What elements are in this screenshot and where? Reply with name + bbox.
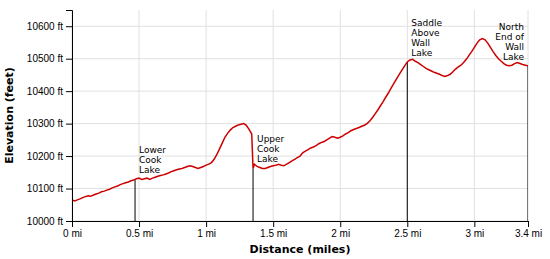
- tick-label: 3 mi: [465, 228, 484, 239]
- tick-label: 10100 ft: [27, 183, 63, 194]
- tick-mark: [66, 221, 72, 222]
- grid-line-x: [340, 10, 341, 221]
- axis-domain: [66, 11, 73, 222]
- tick-label: 10300 ft: [27, 118, 63, 129]
- annotation-label: LowerCookLake: [139, 145, 166, 175]
- tick: 3.4 mi: [515, 221, 542, 239]
- tick-label: 0.5 mi: [126, 228, 153, 239]
- annotation-label-line: Cook: [257, 144, 280, 154]
- tick-label: 10400 ft: [27, 86, 63, 97]
- plot-area: [72, 39, 528, 221]
- tick: 10000 ft: [27, 216, 72, 227]
- annotation-label: UpperCookLake: [257, 134, 285, 164]
- tick-mark: [407, 221, 408, 227]
- tick-mark: [206, 221, 207, 227]
- annotation-label-line: End of: [495, 32, 524, 42]
- annotation-label: NorthEnd ofWallLake: [495, 22, 524, 62]
- tick-label: 2.5 mi: [394, 228, 421, 239]
- tick: 1 mi: [197, 221, 216, 239]
- grid-line-x: [139, 10, 140, 221]
- grid-line-x: [474, 10, 475, 221]
- annotation-label-line: Above: [411, 28, 440, 38]
- tick-mark: [139, 221, 140, 227]
- tick-mark: [66, 26, 72, 27]
- tick: 10100 ft: [27, 183, 72, 194]
- y-axis-title: Elevation (feet): [3, 67, 16, 164]
- tick: 0 mi: [63, 221, 82, 239]
- grid-line-y: [72, 91, 528, 92]
- tick-mark: [66, 91, 72, 92]
- elevation-line: [72, 39, 528, 201]
- axis-domain: [73, 222, 529, 228]
- annotation-line: [253, 168, 254, 221]
- tick-mark: [273, 221, 274, 227]
- tick-label: 1 mi: [197, 228, 216, 239]
- tick: 10600 ft: [27, 21, 72, 32]
- tick-mark: [528, 221, 529, 227]
- tick: 10200 ft: [27, 151, 72, 162]
- tick: 0.5 mi: [126, 221, 153, 239]
- annotation-label-line: Wall: [411, 38, 430, 48]
- tick-label: 1.5 mi: [260, 228, 287, 239]
- x-axis: 0 mi 0.5 mi 1 mi 1.5 mi 2 mi 2.5 mi 3 mi 3.4 mi: [63, 221, 542, 239]
- chart: 0 mi 0.5 mi 1 mi 1.5 mi 2 mi 2.5 mi 3 mi 3.4 mi…: [0, 0, 550, 259]
- annotation-label-line: Wall: [505, 42, 524, 52]
- tick-mark: [66, 189, 72, 190]
- tick-label: 0 mi: [63, 228, 82, 239]
- tick-mark: [340, 221, 341, 227]
- grid-line-x: [528, 10, 529, 221]
- grid: [72, 10, 528, 221]
- annotation-label: SaddleAboveWallLake: [411, 18, 442, 58]
- annotation-line: [407, 62, 408, 221]
- tick-mark: [474, 221, 475, 227]
- annotation-label-line: Lake: [503, 52, 524, 62]
- tick-label: 3.4 mi: [515, 228, 542, 239]
- tick-label: 2 mi: [331, 228, 350, 239]
- tick: 2.5 mi: [394, 221, 421, 239]
- tick-mark: [66, 59, 72, 60]
- annotation-label-line: Lower: [139, 145, 166, 155]
- annotation-label-line: Lake: [139, 165, 160, 175]
- tick: 10400 ft: [27, 86, 72, 97]
- tick-mark: [66, 124, 72, 125]
- annotation-label-line: Saddle: [411, 18, 442, 28]
- annotation-line: [135, 179, 136, 221]
- tick-label: 10000 ft: [27, 216, 63, 227]
- grid-line-y: [72, 26, 528, 27]
- annotation-label-line: Upper: [257, 134, 285, 144]
- annotation-label-line: Lake: [257, 154, 278, 164]
- annotation-line: [528, 66, 529, 221]
- y-axis: 10000 ft 10100 ft 10200 ft 10300 ft 10400 ft…: [27, 11, 73, 227]
- tick-label: 10600 ft: [27, 21, 63, 32]
- tick-label: 10500 ft: [27, 53, 63, 64]
- tick: 10300 ft: [27, 118, 72, 129]
- tick-label: 10200 ft: [27, 151, 63, 162]
- grid-line-x: [206, 10, 207, 221]
- annotation-label-line: Lake: [411, 48, 432, 58]
- grid-line-y: [72, 58, 528, 59]
- grid-line-y: [72, 188, 528, 189]
- tick: 1.5 mi: [260, 221, 287, 239]
- annotations: LowerCookLakeUpperCookLakeSaddleAboveWal…: [139, 18, 525, 176]
- grid-line-x: [407, 10, 408, 221]
- annotation-label-line: North: [499, 22, 524, 32]
- annotation-label-line: Cook: [139, 155, 162, 165]
- tick: 10500 ft: [27, 53, 72, 64]
- tick: 3 mi: [465, 221, 484, 239]
- tick: 2 mi: [331, 221, 350, 239]
- grid-line-y: [72, 123, 528, 124]
- grid-line-x: [273, 10, 274, 221]
- tick-mark: [66, 156, 72, 157]
- x-axis-title: Distance (miles): [250, 243, 351, 256]
